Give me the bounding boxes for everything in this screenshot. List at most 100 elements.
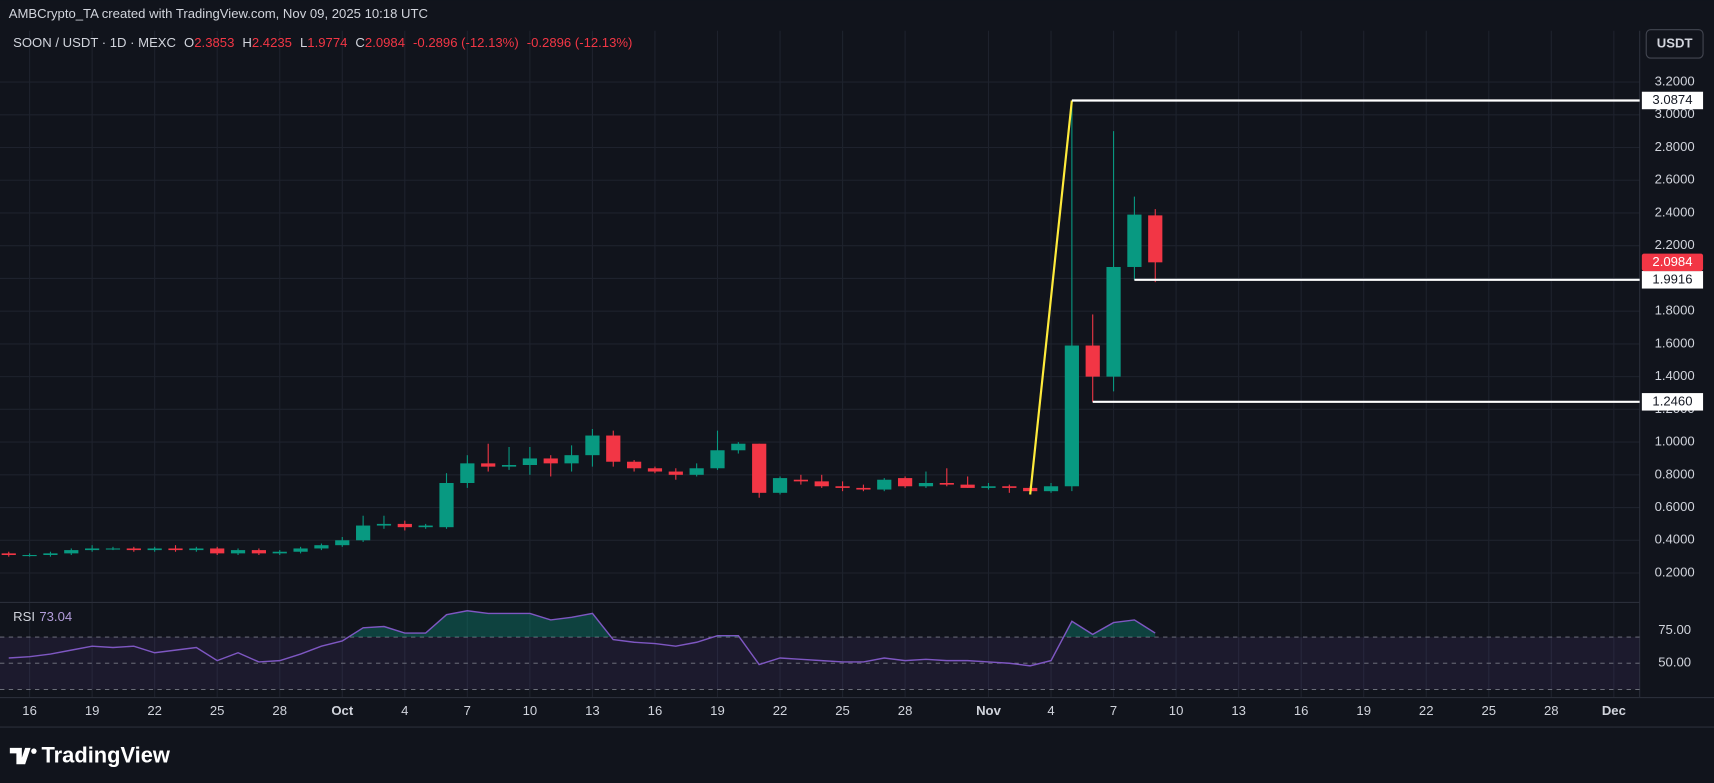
x-tick-label: 25 xyxy=(835,703,850,718)
ohlc-value: 2.0984 xyxy=(365,35,405,50)
logo-icon xyxy=(9,747,31,765)
ohlc-label: L xyxy=(300,35,307,50)
candle-body xyxy=(1148,215,1163,263)
level-label-bg xyxy=(1641,271,1704,289)
candle-body xyxy=(564,455,579,464)
x-tick-label: 25 xyxy=(1481,703,1496,718)
level-label: 1.9916 xyxy=(1652,271,1692,286)
candle-body xyxy=(64,550,79,554)
candle-body xyxy=(835,486,850,488)
x-tick-label: 19 xyxy=(85,703,100,718)
candle-body xyxy=(356,525,371,541)
x-tick-label: 7 xyxy=(1110,703,1117,718)
candle-body xyxy=(543,458,558,464)
watermark: AMBCrypto_TA created with TradingView.co… xyxy=(9,6,428,21)
candle-body xyxy=(251,550,266,554)
level-label: 1.2460 xyxy=(1652,393,1692,408)
rsi-tick-label: 75.00 xyxy=(1658,622,1691,637)
ohlc-label: O xyxy=(184,35,194,50)
candle-body xyxy=(439,482,454,528)
x-tick-label: 4 xyxy=(401,703,408,718)
candle-body xyxy=(606,435,621,462)
candle-body xyxy=(918,482,934,487)
x-tick-label: 4 xyxy=(1047,703,1054,718)
trend-line xyxy=(1029,100,1073,495)
candle-body xyxy=(710,450,725,469)
candle-body xyxy=(627,461,642,469)
x-tick-label: Dec xyxy=(1602,703,1626,718)
candle-body xyxy=(1,553,16,556)
x-tick-label: 13 xyxy=(585,703,600,718)
logo xyxy=(9,747,37,765)
candle-body xyxy=(168,548,183,551)
x-tick-label: 7 xyxy=(464,703,471,718)
x-tick-label: 28 xyxy=(898,703,913,718)
candle-body xyxy=(981,486,996,488)
x-tick-label: 22 xyxy=(1419,703,1434,718)
y-tick-label: 2.4000 xyxy=(1655,204,1695,219)
x-tick-label: 25 xyxy=(210,703,225,718)
ohlc-label: C xyxy=(355,35,364,50)
candle-body xyxy=(210,548,225,554)
candle-body xyxy=(731,443,746,451)
y-tick-label: 0.6000 xyxy=(1655,499,1695,514)
x-tick-label: 22 xyxy=(773,703,788,718)
level-label: 3.0874 xyxy=(1652,92,1692,107)
x-tick-label: Oct xyxy=(331,703,353,718)
y-tick-label: 1.0000 xyxy=(1655,434,1695,449)
currency-button[interactable] xyxy=(1645,29,1704,59)
candle-body xyxy=(147,548,162,551)
currency[interactable]: USDT xyxy=(1657,35,1693,50)
change: -0.2896 (-12.13%) xyxy=(527,35,633,50)
legend: SOON / USDT · 1D · MEXC O2.3853 H2.4235 … xyxy=(13,35,632,50)
candle-body xyxy=(481,463,496,467)
candle-body xyxy=(939,482,954,485)
candle-body xyxy=(43,553,58,556)
last-price-bg xyxy=(1641,253,1704,272)
candle-body xyxy=(335,540,350,546)
x-tick-label: 10 xyxy=(1169,703,1184,718)
candle-body xyxy=(814,481,829,487)
candle-body xyxy=(397,523,412,528)
candle-body xyxy=(460,463,475,483)
y-tick-label: 0.2000 xyxy=(1655,564,1695,579)
x-tick-label: 28 xyxy=(1544,703,1559,718)
x-tick-label: 19 xyxy=(1356,703,1371,718)
candle-body xyxy=(793,479,808,482)
candle-body xyxy=(1085,345,1100,377)
candle-body xyxy=(85,548,100,551)
candle-body xyxy=(314,545,329,549)
candle-body xyxy=(272,551,287,554)
logo-dot xyxy=(31,748,37,754)
ohlc-value: 1.9774 xyxy=(307,35,347,50)
y-tick-label: 2.6000 xyxy=(1655,172,1695,187)
plot xyxy=(0,100,1640,690)
y-tick-label: 1.8000 xyxy=(1655,303,1695,318)
y-tick-label: 1.6000 xyxy=(1655,335,1695,350)
candle-body xyxy=(898,478,913,487)
candle-body xyxy=(960,484,975,488)
candle-body xyxy=(1106,266,1121,377)
candle-body xyxy=(376,523,392,526)
rsi-line xyxy=(8,610,1156,667)
rsi-value: 73.04 xyxy=(39,609,72,624)
x-tick-label: 16 xyxy=(648,703,663,718)
ohlc-label: H xyxy=(242,35,251,50)
rsi-title: RSI xyxy=(13,609,35,624)
candle-body xyxy=(22,555,37,557)
y-tick-label: 0.4000 xyxy=(1655,532,1695,547)
rsi-overbought-fill xyxy=(348,610,1156,638)
brand: TradingView xyxy=(42,742,171,767)
y-tick-label: 2.8000 xyxy=(1655,139,1695,154)
level-label-bg xyxy=(1641,91,1704,110)
candle-body xyxy=(856,487,871,490)
candle-body xyxy=(522,458,537,465)
y-tick-label: 0.8000 xyxy=(1655,466,1695,481)
candle-body xyxy=(1043,486,1059,492)
rsi-tick-label: 50.00 xyxy=(1658,655,1691,670)
x-tick-label: 28 xyxy=(272,703,287,718)
x-tick-label: 10 xyxy=(523,703,538,718)
ohlc-value: 2.4235 xyxy=(252,35,292,50)
x-tick-label: 16 xyxy=(1294,703,1309,718)
